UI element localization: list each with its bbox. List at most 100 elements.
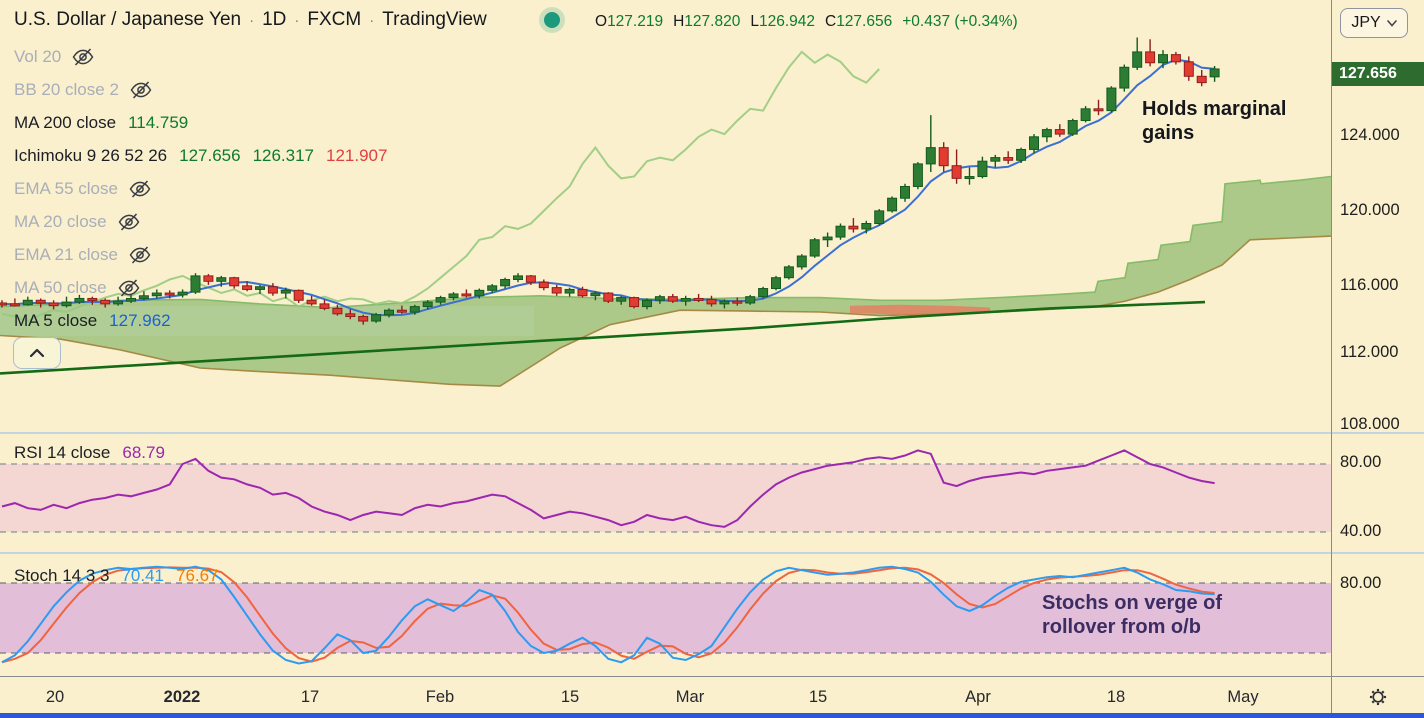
candle-body bbox=[358, 316, 369, 322]
rsi-value: 68.79 bbox=[122, 443, 165, 462]
candle-body bbox=[0, 302, 7, 306]
interval-label[interactable]: 1D bbox=[262, 9, 287, 30]
candle-body bbox=[1093, 108, 1104, 112]
chart-canvas[interactable] bbox=[0, 0, 1331, 676]
chikou-span-line bbox=[1, 50, 880, 323]
candle-body bbox=[848, 225, 859, 230]
rsi-overbought-band bbox=[0, 464, 1331, 532]
candle-body bbox=[332, 307, 343, 315]
candle-body bbox=[345, 313, 356, 318]
time-tick-label: 2022 bbox=[163, 688, 201, 706]
stoch-band bbox=[0, 583, 1331, 653]
symbol-name[interactable]: U.S. Dollar / Japanese Yen bbox=[14, 9, 242, 30]
indicator-value: 127.962 bbox=[109, 311, 171, 330]
candle-body bbox=[1132, 51, 1143, 68]
candle-body bbox=[616, 297, 627, 302]
candle-body bbox=[1054, 129, 1065, 135]
ichimoku-cloud bbox=[0, 176, 1331, 387]
candle-body bbox=[667, 296, 678, 302]
legend-row-bb-20-close-2[interactable]: BB 20 close 2 bbox=[14, 77, 153, 103]
candle-body bbox=[293, 289, 304, 301]
panel-separator-main-rsi[interactable] bbox=[0, 432, 1424, 434]
candle-body bbox=[1209, 68, 1220, 78]
price-tick-label: 116.000 bbox=[1340, 276, 1399, 294]
candle-body bbox=[138, 295, 149, 299]
indicator-value: 114.759 bbox=[128, 113, 189, 132]
legend-row-ma-20-close[interactable]: MA 20 close bbox=[14, 209, 141, 235]
candle-body bbox=[216, 277, 227, 282]
senkou-b-line bbox=[0, 235, 1331, 387]
visibility-off-icon[interactable] bbox=[71, 45, 95, 69]
panel-separator-rsi-stoch[interactable] bbox=[0, 552, 1424, 554]
visibility-off-icon[interactable] bbox=[117, 276, 141, 300]
time-tick-label: Mar bbox=[675, 688, 705, 706]
legend-row-ma-200-close[interactable]: MA 200 close 114.759 bbox=[14, 110, 188, 136]
rsi-legend[interactable]: RSI 14 close 68.79 bbox=[14, 443, 165, 463]
scale-settings-button[interactable] bbox=[1360, 680, 1396, 714]
time-tick-label: 15 bbox=[808, 688, 828, 706]
platform-label[interactable]: TradingView bbox=[382, 9, 487, 30]
legend-row-ma-50-close[interactable]: MA 50 close bbox=[14, 275, 141, 301]
candle-body bbox=[255, 286, 265, 290]
stoch-legend[interactable]: Stoch 14 3 3 70.41 76.67 bbox=[14, 566, 219, 586]
candle-body bbox=[1170, 54, 1181, 63]
symbol-title[interactable]: U.S. Dollar / Japanese Yen · 1D · FXCM ·… bbox=[14, 9, 487, 31]
ichimoku-cloud-bearish bbox=[850, 304, 990, 315]
candle-body bbox=[448, 293, 459, 299]
visibility-off-icon[interactable] bbox=[128, 177, 152, 201]
time-tick-label: 15 bbox=[560, 688, 580, 706]
high-value: H127.820 bbox=[673, 13, 741, 30]
currency-dropdown[interactable]: JPY bbox=[1340, 8, 1408, 38]
indicator-value: 126.317 bbox=[252, 146, 315, 165]
title-separator: · bbox=[249, 12, 255, 29]
candle-body bbox=[887, 197, 898, 212]
price-tick-label: 80.00 bbox=[1340, 574, 1382, 592]
currency-label: JPY bbox=[1351, 14, 1381, 31]
indicator-label: Ichimoku 9 26 52 26 bbox=[14, 146, 168, 165]
time-tick-label: 18 bbox=[1106, 688, 1126, 706]
legend-row-ichimoku-9-26-52-26[interactable]: Ichimoku 9 26 52 26 127.656 126.317 121.907 bbox=[14, 143, 387, 169]
open-value: O127.219 bbox=[595, 13, 664, 30]
legend-row-ema-21-close[interactable]: EMA 21 close bbox=[14, 242, 152, 268]
candle-body bbox=[938, 147, 949, 167]
candle-body bbox=[1029, 136, 1039, 150]
rsi-name: RSI 14 close bbox=[14, 443, 111, 462]
legend-row-ema-55-close[interactable]: EMA 55 close bbox=[14, 176, 152, 202]
legend-row-vol-20[interactable]: Vol 20 bbox=[14, 44, 95, 70]
legend-collapse-button[interactable] bbox=[13, 337, 61, 369]
candle-body bbox=[1080, 108, 1091, 122]
candle-body bbox=[990, 157, 1001, 162]
time-tick-label: Apr bbox=[965, 688, 991, 706]
exchange-label[interactable]: FXCM bbox=[307, 9, 362, 30]
legend-row-ma-5-close[interactable]: MA 5 close 127.962 bbox=[0, 306, 534, 336]
candle-body bbox=[1183, 61, 1194, 77]
visibility-off-icon[interactable] bbox=[117, 210, 141, 234]
indicator-label: MA 20 close bbox=[14, 212, 107, 231]
candle-body bbox=[964, 176, 975, 180]
candle-body bbox=[9, 303, 20, 307]
ohlc-readout: O127.219 H127.820 L126.942 C127.656 +0.4… bbox=[595, 13, 1018, 31]
change-value: +0.437 (+0.34%) bbox=[902, 13, 1018, 30]
candle-body bbox=[951, 165, 962, 179]
candle-body bbox=[1158, 54, 1168, 64]
stoch-name: Stoch 14 3 3 bbox=[14, 566, 110, 585]
time-axis-border bbox=[0, 676, 1424, 677]
time-tick-label: 17 bbox=[300, 688, 320, 706]
candle-body bbox=[87, 297, 98, 301]
candle-body bbox=[771, 277, 781, 290]
candle-body bbox=[874, 210, 885, 225]
visibility-off-icon[interactable] bbox=[128, 243, 152, 267]
gear-icon bbox=[1369, 688, 1387, 706]
chevron-down-icon bbox=[1386, 19, 1397, 27]
low-value: L126.942 bbox=[750, 13, 815, 30]
visibility-off-icon[interactable] bbox=[129, 78, 153, 102]
candle-body bbox=[900, 185, 910, 199]
window-bottom-strip bbox=[0, 713, 1424, 718]
candle-body bbox=[1119, 66, 1130, 89]
candle-body bbox=[706, 298, 717, 305]
candle-body bbox=[1041, 129, 1052, 138]
candle-body bbox=[190, 275, 201, 293]
candle-body bbox=[74, 297, 85, 303]
market-status-dot-icon[interactable] bbox=[544, 12, 560, 28]
